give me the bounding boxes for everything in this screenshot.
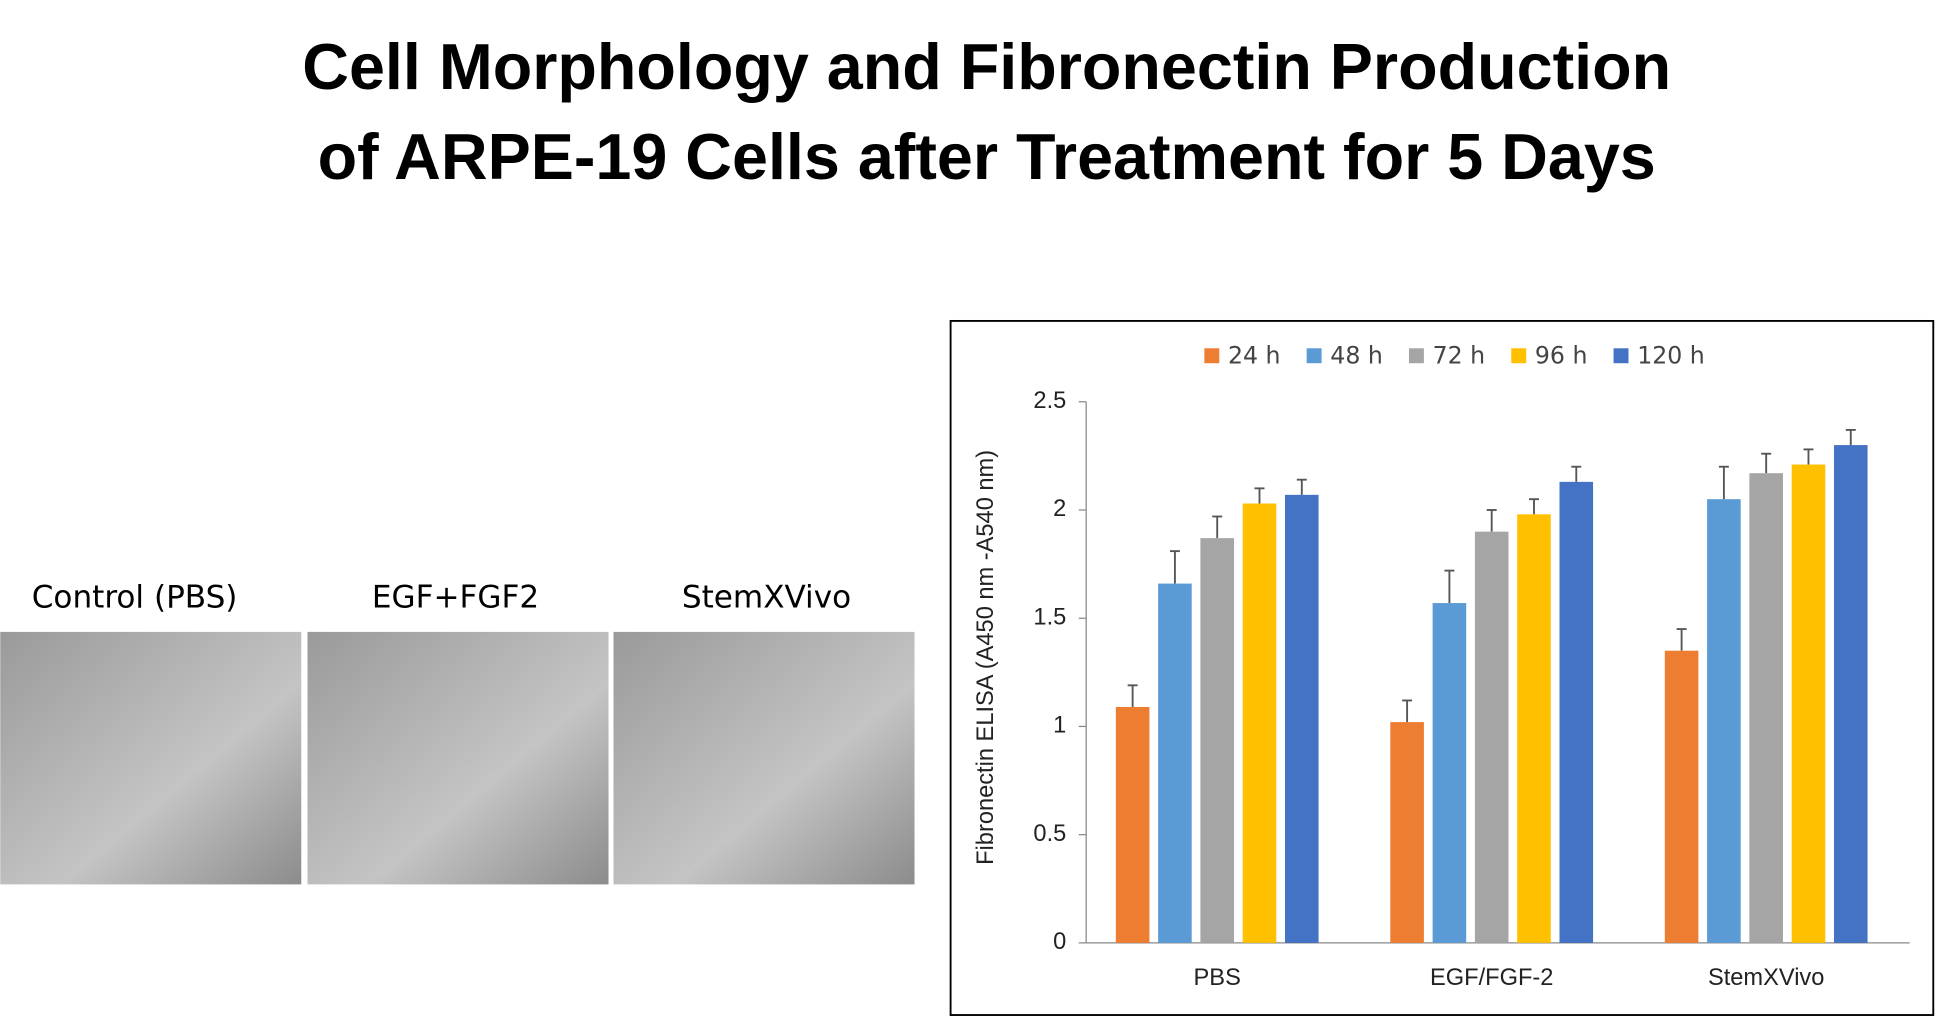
legend-swatch — [1511, 348, 1527, 364]
y-tick-label: 1.5 — [1033, 604, 1066, 630]
bar — [1285, 494, 1319, 943]
y-tick-label: 0 — [1053, 929, 1066, 955]
panel-label: StemXVivo — [682, 579, 851, 615]
bar — [1158, 583, 1192, 943]
bar — [1664, 650, 1699, 943]
chart: 0 0.5 1 1.5 2 2.5 Fibronectin ELISA (A450 nm -… — [973, 342, 1910, 991]
y-axis-label: Fibronectin ELISA (A450 nm -A540 nm) — [973, 450, 999, 865]
micrograph — [613, 631, 915, 885]
legend-label: 48 h — [1330, 342, 1383, 370]
legend-swatch — [1613, 348, 1629, 364]
legend-label: 120 h — [1637, 342, 1705, 370]
bar — [1749, 473, 1783, 943]
y-tick-label: 2 — [1053, 496, 1066, 522]
x-tick-label: StemXVivo — [1708, 965, 1824, 991]
micrograph — [307, 631, 609, 885]
bar — [1432, 603, 1467, 943]
y-tick-label: 1 — [1053, 713, 1066, 739]
panel-label: Control (PBS) — [32, 579, 238, 615]
x-tick-label: EGF/FGF-2 — [1430, 965, 1553, 991]
bar — [1833, 445, 1868, 943]
panel-label: EGF+FGF2 — [372, 579, 539, 615]
legend-label: 72 h — [1433, 342, 1486, 370]
legend-swatch — [1306, 348, 1322, 364]
legend-swatch — [1204, 348, 1220, 364]
legend-swatch — [1408, 348, 1424, 364]
bar — [1474, 531, 1509, 943]
bar — [1200, 538, 1234, 943]
bar — [1390, 722, 1424, 943]
bar — [1559, 481, 1594, 943]
micrograph — [0, 631, 302, 885]
bar — [1791, 464, 1826, 943]
legend-label: 24 h — [1228, 342, 1281, 370]
legend-label: 96 h — [1535, 342, 1588, 370]
bar — [1242, 503, 1277, 943]
page-title-line: Cell Morphology and Fibronectin Producti… — [302, 30, 1671, 103]
micrographs: Control (PBS) EGF+FGF2 StemXVivo — [0, 579, 915, 885]
y-tick-label: 0.5 — [1033, 821, 1066, 847]
x-tick-label: PBS — [1194, 965, 1241, 991]
bar — [1115, 706, 1150, 943]
bar — [1517, 514, 1551, 943]
y-tick-label: 2.5 — [1033, 388, 1066, 414]
bar — [1707, 499, 1741, 943]
page-title-line: of ARPE-19 Cells after Treatment for 5 D… — [318, 120, 1656, 193]
